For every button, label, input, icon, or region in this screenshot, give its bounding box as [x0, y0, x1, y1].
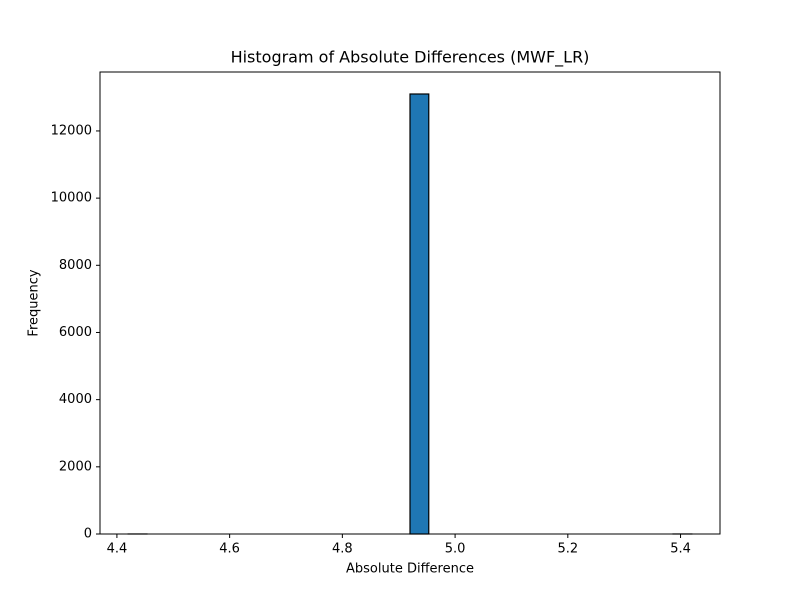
x-tick-label: 4.4 [107, 542, 128, 557]
x-tick-label: 5.2 [557, 542, 578, 557]
x-tick-label: 4.6 [219, 542, 240, 557]
y-tick-label: 4000 [59, 392, 92, 407]
y-tick-label: 10000 [51, 191, 92, 206]
y-tick-label: 0 [84, 527, 92, 542]
y-tick-label: 2000 [59, 459, 92, 474]
y-tick-label: 12000 [51, 123, 92, 138]
plot-frame [99, 71, 721, 535]
bar [409, 93, 430, 535]
x-tick-label: 5.0 [445, 542, 466, 557]
chart-title: Histogram of Absolute Differences (MWF_L… [231, 48, 590, 68]
x-tick-label: 5.4 [670, 542, 691, 557]
y-tick-label: 8000 [59, 258, 92, 273]
y-tick-label: 6000 [59, 325, 92, 340]
x-tick-label: 4.8 [332, 542, 353, 557]
y-axis-label: Frequency [27, 269, 42, 336]
x-axis-label: Absolute Difference [346, 562, 474, 577]
